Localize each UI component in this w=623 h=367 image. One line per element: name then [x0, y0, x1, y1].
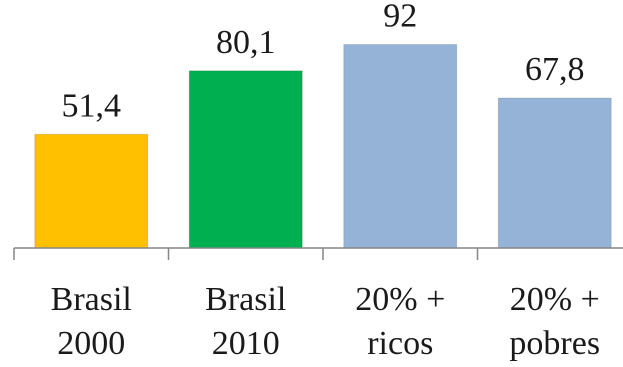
x-tick-label: Brasil [205, 281, 286, 318]
data-label: 67,8 [525, 51, 585, 88]
x-tick-label: 20% + [510, 281, 600, 318]
bar [188, 70, 303, 249]
x-axis [13, 247, 623, 260]
x-tick-label: 20% + [355, 281, 445, 318]
bar [497, 97, 612, 249]
x-tick-label: 2000 [57, 325, 125, 362]
labels-group: 51,4 Brasil 2000 80,1 Brasil 2010 92 20% + ricos… [51, 0, 600, 362]
x-tick-label: pobres [509, 325, 600, 362]
x-tick-label: Brasil [51, 281, 132, 318]
bar [34, 133, 149, 249]
data-label: 51,4 [62, 87, 122, 124]
x-tick-label: 2010 [212, 325, 280, 362]
data-label: 92 [383, 0, 417, 35]
bar [343, 44, 458, 249]
x-tick-label: ricos [367, 325, 433, 362]
bars-group [34, 44, 612, 249]
data-label: 80,1 [216, 24, 276, 61]
